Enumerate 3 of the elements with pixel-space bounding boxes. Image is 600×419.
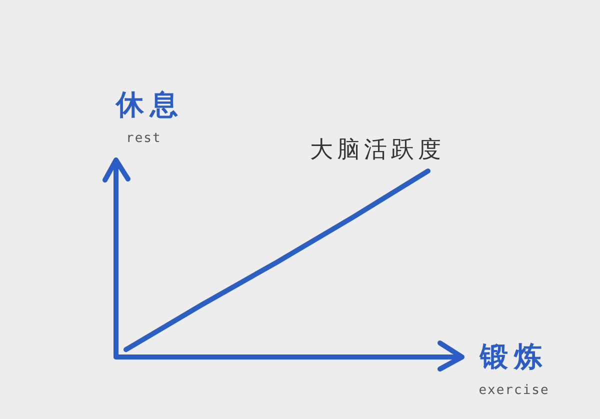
series-label: 大脑活跃度 xyxy=(310,137,445,163)
x-axis-title: 锻炼 exercise xyxy=(478,340,550,398)
y-axis-title: 休息 rest xyxy=(115,88,184,146)
